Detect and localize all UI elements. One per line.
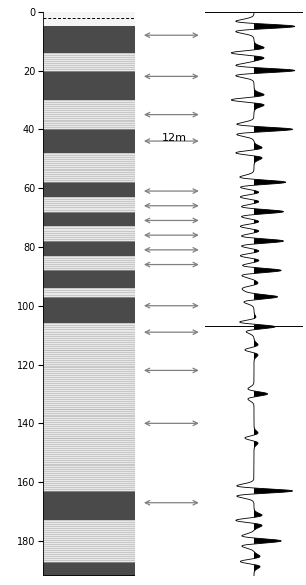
Bar bbox=[43, 197, 135, 212]
Bar bbox=[43, 100, 135, 129]
Bar bbox=[43, 438, 135, 491]
Bar bbox=[43, 491, 135, 521]
Bar bbox=[43, 241, 135, 256]
Bar bbox=[43, 562, 135, 576]
Bar bbox=[43, 521, 135, 562]
Bar bbox=[43, 71, 135, 100]
Bar bbox=[43, 226, 135, 241]
Bar bbox=[43, 153, 135, 183]
Bar bbox=[43, 350, 135, 409]
Bar bbox=[43, 26, 135, 53]
Bar bbox=[43, 183, 135, 197]
Bar bbox=[43, 270, 135, 288]
Bar bbox=[43, 129, 135, 153]
Bar bbox=[43, 212, 135, 226]
Bar bbox=[43, 324, 135, 350]
Bar bbox=[43, 53, 135, 71]
Bar bbox=[43, 288, 135, 297]
Text: 12m: 12m bbox=[162, 133, 187, 143]
Bar bbox=[43, 297, 135, 324]
Bar bbox=[43, 256, 135, 270]
Bar bbox=[43, 409, 135, 438]
